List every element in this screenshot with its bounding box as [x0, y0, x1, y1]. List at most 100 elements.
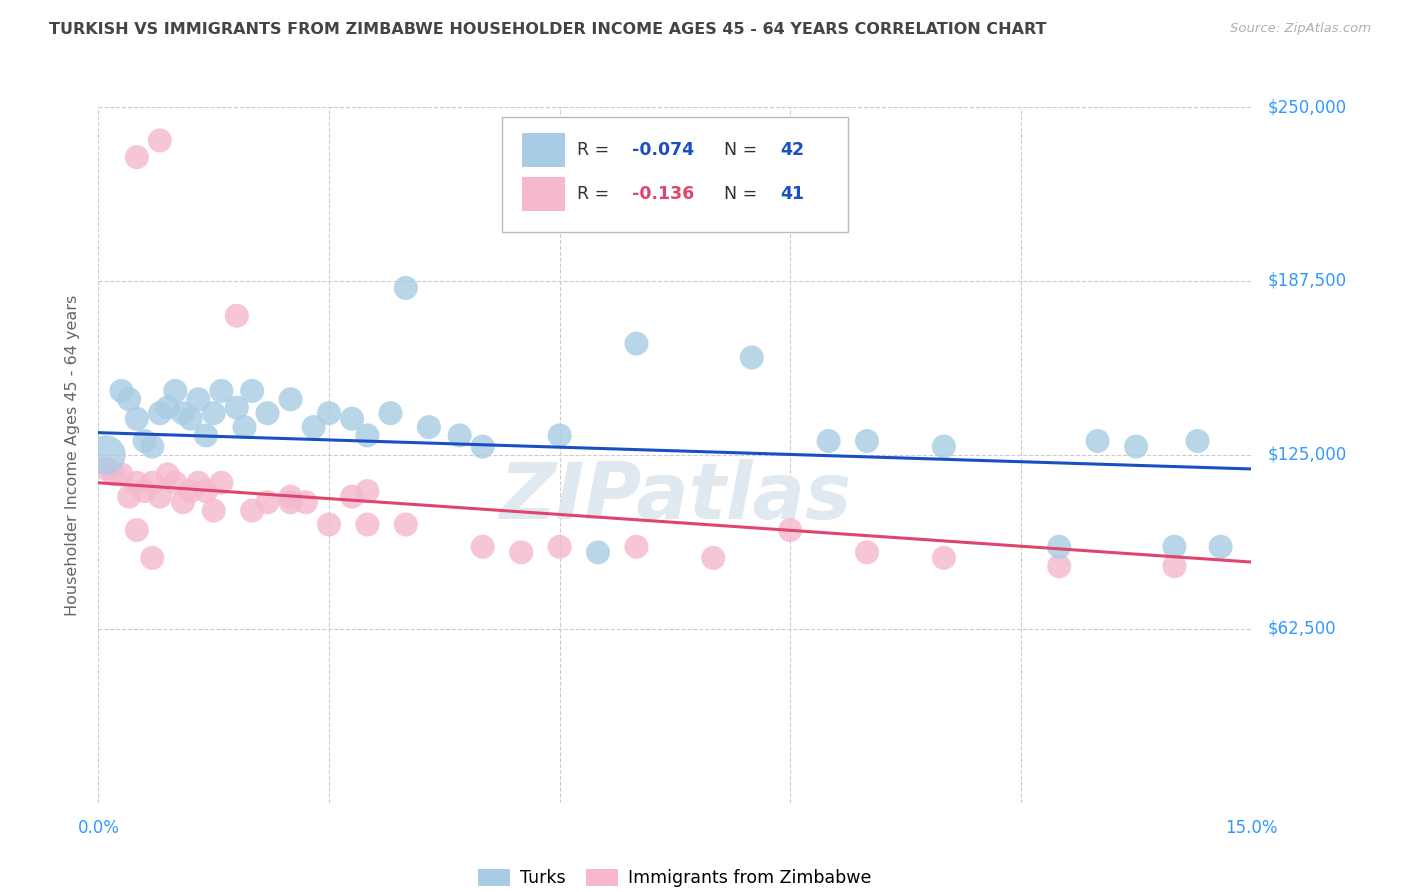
- Point: [395, 517, 418, 532]
- Text: $125,000: $125,000: [1268, 446, 1347, 464]
- Point: [209, 384, 232, 398]
- Point: [817, 434, 839, 448]
- Point: [856, 434, 879, 448]
- Point: [225, 401, 247, 415]
- Point: [172, 495, 194, 509]
- Point: [510, 545, 533, 559]
- Point: [418, 420, 440, 434]
- Text: 41: 41: [780, 185, 804, 203]
- Text: $250,000: $250,000: [1268, 98, 1347, 116]
- Point: [240, 384, 263, 398]
- Point: [395, 281, 418, 295]
- Point: [932, 550, 955, 565]
- Point: [180, 411, 202, 425]
- Text: ZIPatlas: ZIPatlas: [499, 458, 851, 534]
- Point: [280, 495, 302, 509]
- Point: [318, 517, 340, 532]
- Text: R =: R =: [576, 141, 614, 159]
- Point: [110, 467, 132, 482]
- Point: [256, 495, 278, 509]
- Text: -0.136: -0.136: [633, 185, 695, 203]
- Point: [626, 540, 648, 554]
- Point: [149, 133, 172, 147]
- Point: [1125, 440, 1147, 454]
- Point: [380, 406, 402, 420]
- Point: [295, 495, 318, 509]
- Point: [280, 392, 302, 407]
- Point: [103, 467, 125, 482]
- Point: [172, 406, 194, 420]
- Text: Source: ZipAtlas.com: Source: ZipAtlas.com: [1230, 22, 1371, 36]
- Y-axis label: Householder Income Ages 45 - 64 years: Householder Income Ages 45 - 64 years: [65, 294, 80, 615]
- Point: [110, 384, 132, 398]
- Point: [856, 545, 879, 559]
- Point: [471, 540, 494, 554]
- Text: $62,500: $62,500: [1268, 620, 1337, 638]
- Point: [1163, 559, 1185, 574]
- Point: [356, 484, 378, 499]
- Point: [340, 490, 363, 504]
- Point: [471, 440, 494, 454]
- Point: [125, 411, 148, 425]
- Point: [187, 392, 209, 407]
- Point: [195, 484, 218, 499]
- Point: [340, 411, 363, 425]
- Point: [149, 490, 172, 504]
- Point: [240, 503, 263, 517]
- Point: [202, 503, 225, 517]
- Point: [1187, 434, 1209, 448]
- Point: [302, 420, 325, 434]
- Point: [233, 420, 256, 434]
- Point: [356, 428, 378, 442]
- Point: [202, 406, 225, 420]
- Point: [141, 475, 163, 490]
- Bar: [522, 134, 565, 167]
- Point: [134, 434, 156, 448]
- Point: [118, 392, 141, 407]
- FancyBboxPatch shape: [502, 118, 848, 232]
- Point: [94, 448, 117, 462]
- Legend: Turks, Immigrants from Zimbabwe: Turks, Immigrants from Zimbabwe: [471, 862, 879, 892]
- Text: $187,500: $187,500: [1268, 272, 1347, 290]
- Point: [449, 428, 471, 442]
- Point: [180, 484, 202, 499]
- Point: [225, 309, 247, 323]
- Point: [94, 462, 117, 476]
- Point: [702, 550, 724, 565]
- Point: [125, 475, 148, 490]
- Point: [165, 475, 187, 490]
- Point: [779, 523, 801, 537]
- Point: [1047, 540, 1070, 554]
- Point: [256, 406, 278, 420]
- Point: [187, 475, 209, 490]
- Text: N =: N =: [724, 141, 763, 159]
- Point: [1087, 434, 1109, 448]
- Point: [156, 401, 179, 415]
- Point: [118, 490, 141, 504]
- Bar: [522, 178, 565, 211]
- Point: [626, 336, 648, 351]
- Point: [149, 406, 172, 420]
- Point: [1163, 540, 1185, 554]
- Point: [165, 384, 187, 398]
- Text: TURKISH VS IMMIGRANTS FROM ZIMBABWE HOUSEHOLDER INCOME AGES 45 - 64 YEARS CORREL: TURKISH VS IMMIGRANTS FROM ZIMBABWE HOUS…: [49, 22, 1046, 37]
- Point: [548, 428, 571, 442]
- Point: [125, 150, 148, 164]
- Point: [932, 440, 955, 454]
- Text: -0.074: -0.074: [633, 141, 695, 159]
- Point: [548, 540, 571, 554]
- Point: [209, 475, 232, 490]
- Point: [1047, 559, 1070, 574]
- Point: [134, 484, 156, 499]
- Point: [1209, 540, 1232, 554]
- Text: R =: R =: [576, 185, 614, 203]
- Point: [156, 467, 179, 482]
- Point: [141, 440, 163, 454]
- Point: [141, 550, 163, 565]
- Point: [318, 406, 340, 420]
- Point: [741, 351, 763, 365]
- Point: [195, 428, 218, 442]
- Text: N =: N =: [724, 185, 763, 203]
- Point: [586, 545, 609, 559]
- Text: 42: 42: [780, 141, 804, 159]
